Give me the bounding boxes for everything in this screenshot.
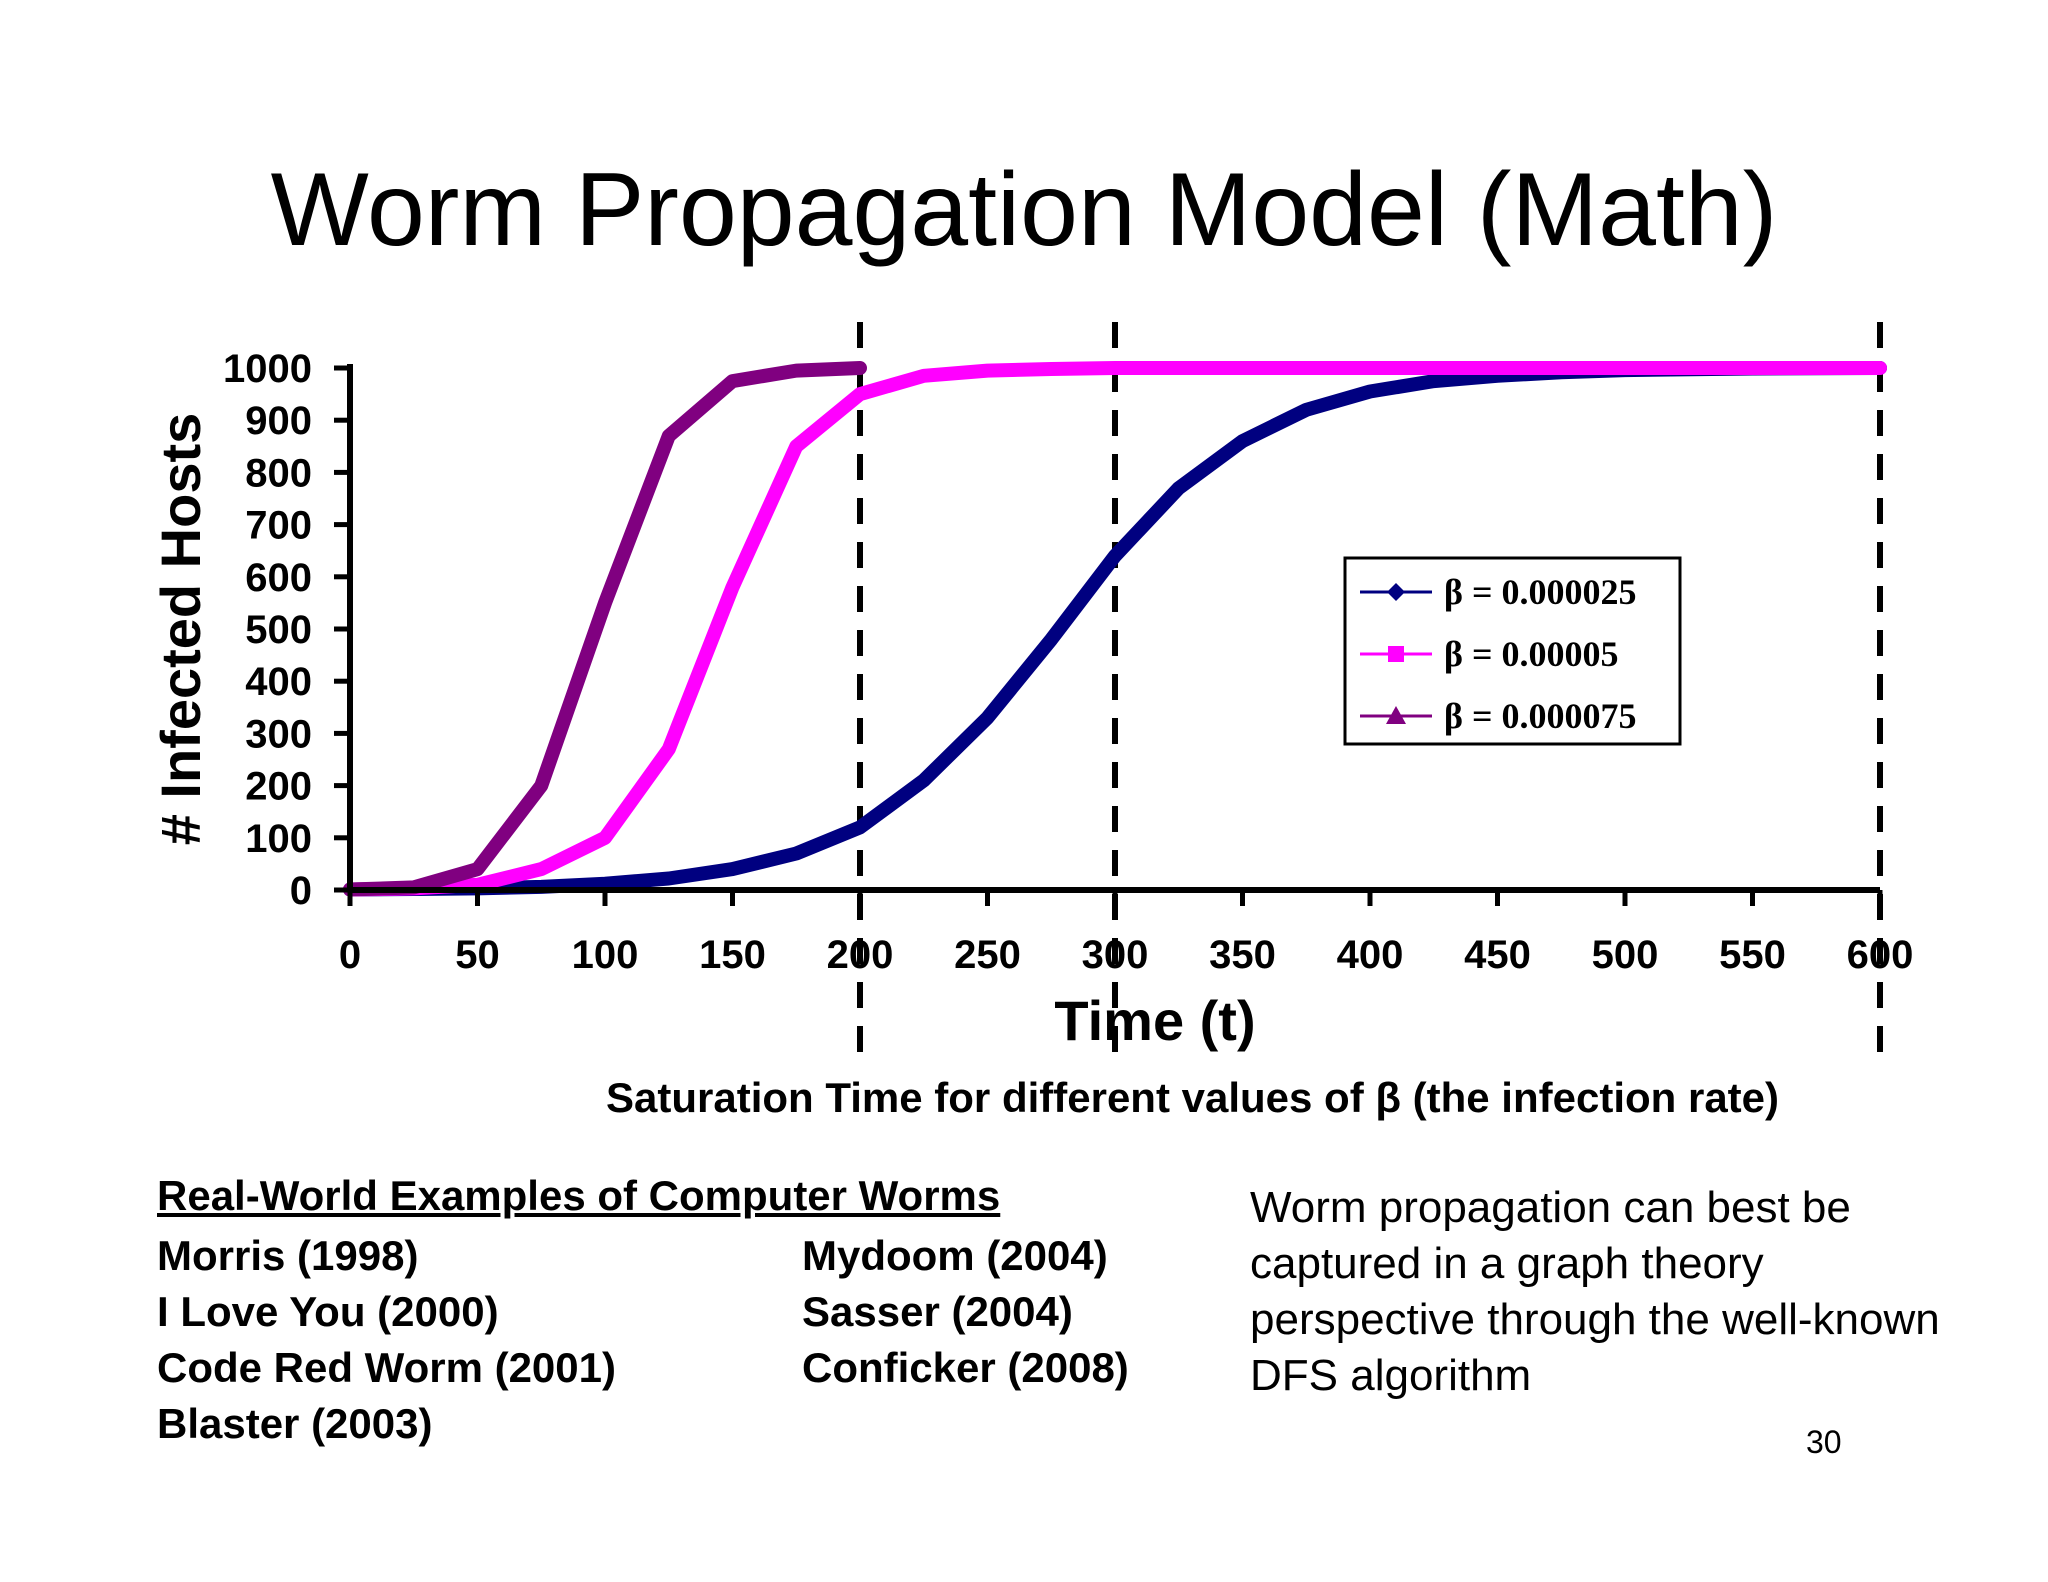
series-line-3 [343,361,867,897]
x-tick-label: 600 [1847,933,1914,977]
series-line-2 [343,361,1887,897]
y-tick-label: 900 [245,399,312,443]
square-marker [1388,646,1404,662]
example-item: Sasser (2004) [802,1288,1073,1335]
example-item: Conficker (2008) [802,1344,1129,1391]
y-tick-label: 700 [245,504,312,548]
x-tick-label: 0 [339,933,361,977]
example-item: Morris (1998) [157,1232,419,1279]
examples-heading: Real-World Examples of Computer Worms [157,1172,1001,1219]
saturation-markers [857,322,1883,1062]
example-item: Code Red Worm (2001) [157,1344,616,1391]
x-tick-label: 350 [1209,933,1276,977]
x-tick-label: 550 [1719,933,1786,977]
x-tick-label: 200 [827,933,894,977]
x-axis-title: Time (t) [1054,989,1255,1052]
chart-caption: Saturation Time for different values of … [606,1074,1780,1121]
y-axis-title: # Infected Hosts [149,413,212,846]
slide-title: Worm Propagation Model (Math) [270,152,1778,268]
y-tick-label: 600 [245,556,312,600]
y-tick-label: 1000 [223,347,312,391]
x-tick-label: 450 [1464,933,1531,977]
y-tick-label: 200 [245,765,312,809]
x-tick-label: 500 [1592,933,1659,977]
x-tick-label: 300 [1082,933,1149,977]
legend-label: β = 0.000025 [1444,572,1636,612]
x-tick-label: 50 [455,933,500,977]
infection-chart: 0 100 200 300 400 500 600 700 800 900 1000 0 50 100 15… [149,322,1913,1062]
y-tick-label: 300 [245,712,312,756]
y-tick-label: 400 [245,660,312,704]
y-tick-label: 800 [245,451,312,495]
dfs-note: Worm propagation can best be captured in… [1250,1183,1940,1400]
x-tick-label: 250 [954,933,1021,977]
page-number: 30 [1806,1424,1842,1460]
x-tick-label: 150 [699,933,766,977]
x-tick-label: 400 [1337,933,1404,977]
worm-examples: Real-World Examples of Computer Worms Mo… [157,1172,1217,1462]
chart-axes: 0 100 200 300 400 500 600 700 800 900 1000 0 50 100 15… [149,347,1913,1052]
y-tick-label: 500 [245,608,312,652]
y-tick-label: 100 [245,817,312,861]
example-item: I Love You (2000) [157,1288,499,1335]
legend-label: β = 0.00005 [1444,634,1618,674]
example-item: Blaster (2003) [157,1400,433,1447]
x-tick-label: 100 [572,933,639,977]
example-item: Mydoom (2004) [802,1232,1108,1279]
triangle-marker [1386,706,1406,724]
diamond-marker [1387,583,1405,601]
chart-legend: β = 0.000025 β = 0.00005 β = 0.000075 [1343,556,1682,746]
series-layer [343,361,1887,897]
legend-label: β = 0.000075 [1444,696,1636,736]
y-tick-label: 0 [290,869,312,913]
